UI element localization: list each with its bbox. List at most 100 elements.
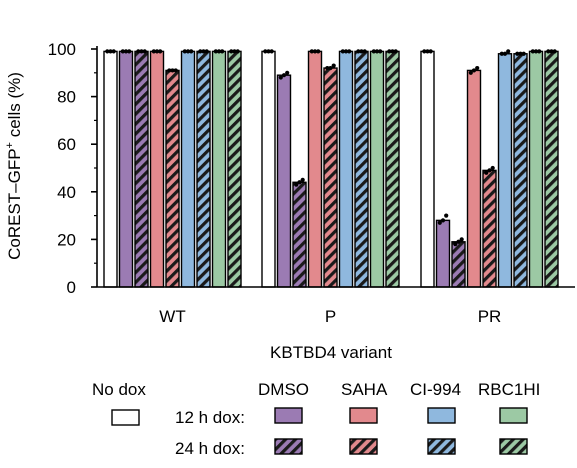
bar-pr-rbc1hi-24-h-dox <box>544 50 559 288</box>
point-wt-saha-12-h-dox-2 <box>154 49 160 54</box>
point-p-no-dox-1 <box>263 49 268 54</box>
x-ticks: WT P PR <box>159 307 501 326</box>
point-pr-no-dox-3 <box>428 49 433 54</box>
point-p-ci-994-24-h-dox-1 <box>356 49 361 54</box>
point-wt-ci-994-24-h-dox-1 <box>198 49 203 54</box>
point-pr-ci-994-12-h-dox-1 <box>499 51 504 56</box>
legend-swatch-saha-12h <box>349 407 378 424</box>
point-pr-no-dox-2 <box>425 49 430 54</box>
y-axis-label-suffix: cells (%) <box>5 72 24 142</box>
bar-wt-ci-994-24-h-dox <box>196 50 211 288</box>
point-p-rbc1hi-12-h-dox-2 <box>374 49 380 54</box>
point-wt-dmso-24-h-dox-3 <box>142 49 147 54</box>
point-p-rbc1hi-12-h-dox-3 <box>378 49 383 54</box>
point-p-dmso-12-h-dox-2 <box>281 73 287 78</box>
point-pr-saha-12-h-dox-3 <box>475 65 480 71</box>
point-p-saha-12-h-dox-3 <box>316 49 321 54</box>
legend-swatch-ci994-24h <box>427 438 456 455</box>
point-pr-ci-994-24-h-dox-1 <box>515 51 520 56</box>
bar-pr-ci-994-24-h-dox <box>513 53 528 288</box>
bar-wt-rbc1hi-12-h-dox <box>211 50 227 288</box>
point-wt-rbc1hi-12-h-dox-2 <box>216 49 222 54</box>
legend-ci994: CI-994 <box>410 380 462 399</box>
y-axis-label-sup: + <box>4 142 16 148</box>
point-wt-ci-994-12-h-dox-2 <box>185 49 191 54</box>
point-wt-ci-994-24-h-dox-3 <box>204 49 209 54</box>
y-tick-label: 60 <box>57 135 76 154</box>
point-wt-dmso-24-h-dox-1 <box>136 49 141 54</box>
bar-pr-dmso-12-h-dox <box>435 219 451 288</box>
point-p-saha-12-h-dox-1 <box>309 49 314 54</box>
bar-wt-saha-24-h-dox <box>165 69 180 288</box>
point-p-ci-994-24-h-dox-3 <box>362 49 367 54</box>
legend-swatch-dmso-24h <box>274 438 303 455</box>
bar-pr-ci-994-12-h-dox <box>497 53 513 288</box>
point-pr-saha-12-h-dox-2 <box>471 68 477 73</box>
bar-pr-no-dox <box>420 50 435 288</box>
y-ticks: 0 20 40 60 80 100 <box>48 40 97 297</box>
point-wt-dmso-12-h-dox-1 <box>120 49 125 54</box>
bar-p-rbc1hi-24-h-dox <box>385 50 400 288</box>
y-axis-label-main: CoREST–GFP <box>5 148 24 259</box>
point-wt-rbc1hi-24-h-dox-1 <box>229 49 234 54</box>
bar-p-rbc1hi-12-h-dox <box>369 50 385 288</box>
point-wt-dmso-24-h-dox-2 <box>139 49 144 54</box>
y-tick-label: 80 <box>57 88 76 107</box>
point-p-no-dox-3 <box>269 49 274 54</box>
point-p-ci-994-24-h-dox-2 <box>359 49 364 54</box>
legend-swatches <box>111 407 528 455</box>
point-pr-ci-994-12-h-dox-3 <box>506 49 511 54</box>
point-pr-dmso-12-h-dox-1 <box>437 220 442 225</box>
legend-swatch-saha-24h <box>349 438 378 455</box>
bar-wt-rbc1hi-24-h-dox <box>227 50 242 288</box>
point-wt-dmso-12-h-dox-3 <box>127 49 132 54</box>
point-pr-rbc1hi-12-h-dox-2 <box>533 49 539 54</box>
point-wt-saha-24-h-dox-2 <box>170 68 175 73</box>
legend-rbc1hi: RBC1HI <box>478 380 541 399</box>
point-pr-ci-994-12-h-dox-2 <box>502 51 508 56</box>
point-p-rbc1hi-24-h-dox-1 <box>387 49 392 54</box>
bar-p-ci-994-12-h-dox <box>338 50 354 288</box>
point-pr-dmso-12-h-dox-3 <box>444 213 449 218</box>
point-wt-no-dox-3 <box>111 49 116 54</box>
y-axis-label: CoREST–GFP+ cells (%) <box>4 72 24 260</box>
bar-pr-saha-12-h-dox <box>466 69 482 288</box>
point-wt-ci-994-24-h-dox-2 <box>201 49 206 54</box>
point-wt-saha-24-h-dox-3 <box>173 68 178 73</box>
bar-p-saha-12-h-dox <box>307 50 323 288</box>
point-p-ci-994-12-h-dox-3 <box>347 49 352 54</box>
point-p-ci-994-12-h-dox-1 <box>340 49 345 54</box>
legend-swatch-rbc1hi-12h <box>499 407 528 424</box>
legend-dmso: DMSO <box>258 380 309 399</box>
point-p-saha-12-h-dox-2 <box>312 49 318 54</box>
bar-pr-dmso-24-h-dox <box>451 241 466 288</box>
point-p-dmso-12-h-dox-3 <box>285 70 290 75</box>
axes-layer <box>96 46 575 288</box>
legend-row-24h: 24 h dox: <box>175 439 245 458</box>
point-pr-saha-24-h-dox-3 <box>490 165 495 171</box>
bar-p-dmso-24-h-dox <box>292 181 307 288</box>
x-tick-label-pr: PR <box>478 307 502 326</box>
point-pr-saha-24-h-dox-1 <box>484 170 489 175</box>
point-p-dmso-24-h-dox-2 <box>297 180 302 185</box>
point-p-rbc1hi-24-h-dox-3 <box>393 49 398 54</box>
point-p-rbc1hi-12-h-dox-1 <box>371 49 376 54</box>
point-p-dmso-24-h-dox-3 <box>300 177 305 182</box>
bar-p-saha-24-h-dox <box>323 67 338 288</box>
point-p-saha-24-h-dox-2 <box>328 65 333 71</box>
point-pr-saha-12-h-dox-1 <box>468 70 473 75</box>
y-tick-label: 40 <box>57 183 76 202</box>
point-pr-dmso-12-h-dox-2 <box>440 218 446 223</box>
point-wt-no-dox-1 <box>105 49 110 54</box>
x-axis-label: KBTBD4 variant <box>270 343 392 362</box>
point-pr-rbc1hi-12-h-dox-3 <box>537 49 542 54</box>
legend-saha: SAHA <box>341 380 388 399</box>
point-pr-dmso-24-h-dox-2 <box>456 239 461 244</box>
point-p-no-dox-2 <box>266 49 271 54</box>
bar-wt-saha-12-h-dox <box>149 50 165 288</box>
x-tick-label-p: P <box>325 307 336 326</box>
point-wt-ci-994-12-h-dox-1 <box>182 49 187 54</box>
point-pr-rbc1hi-24-h-dox-3 <box>552 49 557 54</box>
legend-swatch-ci994-12h <box>427 407 456 424</box>
